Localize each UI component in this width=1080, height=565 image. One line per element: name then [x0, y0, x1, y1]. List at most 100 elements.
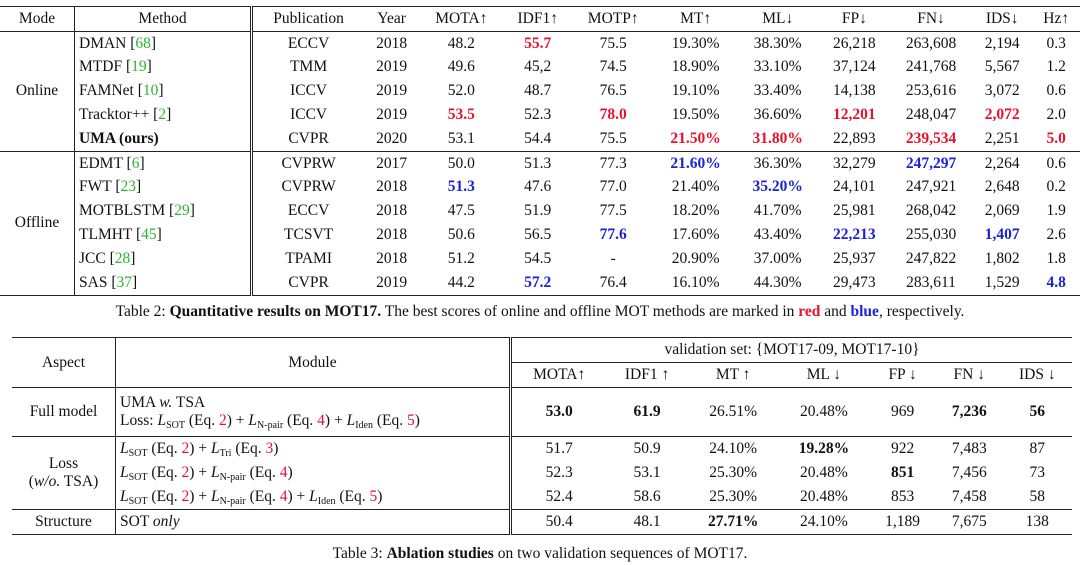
text: 20.48%	[799, 464, 848, 481]
text-green: 28	[114, 249, 131, 267]
text-sub: SOT	[128, 495, 148, 507]
cell: 52.3	[504, 103, 572, 127]
cell: 283,611	[890, 271, 972, 295]
cell: 248,047	[890, 103, 972, 127]
text-sub: SOT	[128, 447, 148, 459]
text: -	[610, 249, 616, 267]
header-cell: MT↑	[655, 7, 737, 32]
aspect-cell: Full model	[12, 387, 116, 437]
text: 54.5	[524, 249, 552, 267]
text: 7,456	[951, 464, 987, 481]
text: ECCV	[287, 34, 330, 52]
text: 2,264	[984, 154, 1020, 172]
text-blue: 1,407	[984, 226, 1020, 244]
text: Full model	[29, 403, 98, 420]
cell: 7,236	[935, 387, 1003, 437]
text: 2.0	[1046, 106, 1066, 124]
text-i: L	[157, 411, 167, 429]
cell: 52.4	[511, 485, 607, 510]
cell: 37,124	[819, 56, 890, 80]
cell: 12,201	[819, 103, 890, 127]
text: 253,616	[905, 82, 957, 100]
text: 48.2	[447, 34, 475, 52]
module-cell: LSOT (Eq. 2) + LN-pair (Eq. 4)	[115, 461, 512, 485]
cell: 18.90%	[655, 56, 737, 80]
cell: 7,675	[935, 509, 1003, 535]
text: 52.4	[545, 488, 573, 505]
cell: 29,473	[819, 271, 890, 295]
data-row: Tracktor++ [2] ICCV 2019 53.5 52.3 78.0 19.50%…	[0, 103, 1080, 127]
cell: 43.40%	[737, 223, 819, 247]
header-cell: validation set: {MOT17-09, MOT17-10}	[510, 337, 1072, 363]
cell: 7,458	[936, 485, 1003, 510]
text: 26,218	[833, 34, 876, 52]
cell: TMM	[252, 56, 365, 80]
text: 77.5	[599, 202, 627, 220]
data-row: UMA (ours) CVPR 2020 53.1 54.4 75.5 21.50% 31.8…	[0, 126, 1080, 152]
text-ref: 4	[279, 463, 288, 481]
text: (Eq.	[147, 439, 182, 457]
text: 36.30%	[753, 154, 802, 172]
cell: 56.5	[504, 223, 572, 247]
cell: 25,981	[819, 199, 890, 223]
cell: 1,189	[869, 509, 936, 535]
text: Table 2:	[115, 303, 170, 320]
cell: 5,567	[972, 56, 1032, 80]
data-row: JCC [28] TPAMI 2018 51.2 54.5 - 20.90% 37.00% 25…	[0, 246, 1080, 271]
text: MOTBLSTM [	[79, 202, 175, 220]
cell: 0.2	[1032, 176, 1080, 200]
text: ) +	[189, 487, 211, 505]
cell: 4.8	[1032, 271, 1080, 295]
cell: 2,264	[972, 150, 1033, 176]
cell: 19.10%	[655, 79, 737, 103]
cell: 14,138	[819, 79, 890, 103]
cell: TCSVT	[252, 223, 365, 247]
text-blue: 77.6	[599, 226, 627, 244]
text: 45,2	[524, 58, 552, 76]
text-bold: 19.28%	[798, 440, 850, 457]
cell: 75.5	[572, 127, 655, 151]
text: )	[287, 463, 293, 481]
text: 0.2	[1046, 178, 1066, 196]
text: 51.2	[447, 249, 475, 267]
text: 25,937	[833, 249, 876, 267]
text: TSA)	[60, 473, 99, 490]
text: 24.10%	[709, 440, 758, 457]
cell: 87	[1002, 436, 1072, 461]
cell: 18.20%	[655, 199, 737, 223]
text: 5,567	[984, 58, 1020, 76]
text: 50.6	[447, 226, 475, 244]
text: ]	[156, 226, 162, 244]
text: 1,189	[885, 513, 921, 530]
text: Method	[138, 9, 187, 27]
results-table: Mode Method Publication Year MOTA↑ IDF1↑ MOTP↑…	[0, 6, 1080, 296]
text: IDF1 ↑	[624, 366, 670, 383]
text-bold: 56	[1029, 403, 1046, 420]
text: 2018	[376, 202, 408, 220]
text: SOT	[120, 513, 153, 530]
text: (	[28, 473, 34, 490]
cell: 247,921	[890, 176, 972, 200]
cell: 2.6	[1032, 223, 1080, 247]
cell: 1.9	[1032, 199, 1080, 223]
text: Online	[15, 82, 59, 100]
cell: 47.5	[419, 199, 504, 223]
data-row: MOTBLSTM [29] ECCV 2018 47.5 51.9 77.5 18.20% 4…	[0, 199, 1080, 224]
text: Hz↑	[1043, 9, 1070, 27]
cell: 21.40%	[655, 176, 737, 200]
text: 41.70%	[753, 202, 802, 220]
cell: 53.1	[419, 127, 504, 151]
data-row: Structure SOT only 50.4 48.1 27.71% 24.10% 1,1…	[12, 509, 1072, 535]
text: 2,251	[984, 129, 1020, 147]
cell: 52.3	[511, 461, 607, 485]
text-i: L	[210, 439, 220, 457]
header-cell: IDF1↑	[504, 7, 572, 32]
text-ref: 2	[181, 439, 190, 457]
text: TMM	[290, 58, 328, 76]
text: ]	[136, 178, 142, 196]
text: 47.5	[447, 202, 475, 220]
text: 263,608	[905, 34, 957, 52]
cell: 25,937	[819, 247, 890, 271]
cell: 851	[869, 461, 936, 485]
text: 20.48%	[799, 403, 848, 420]
